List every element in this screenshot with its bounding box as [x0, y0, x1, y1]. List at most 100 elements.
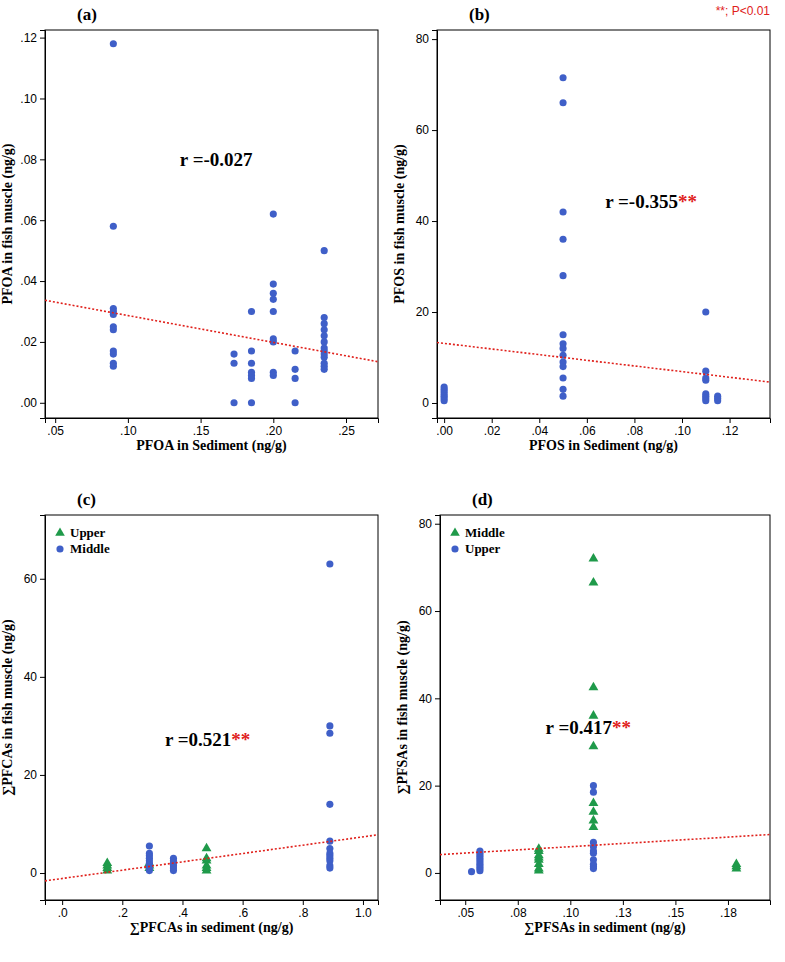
point	[102, 858, 112, 867]
y-axis-title: ∑PFCAs in fish muscle (ng/g)	[0, 619, 16, 796]
tick: .12	[722, 418, 739, 438]
significance-mark: **	[612, 717, 631, 738]
x-axis-title: PFOA in Sediment (ng/g)	[136, 438, 287, 454]
tick-label: 0	[30, 866, 37, 880]
point	[321, 354, 328, 361]
tick-label: .10	[120, 424, 137, 438]
panel-title: (b)	[469, 5, 490, 24]
tick-mark	[243, 900, 244, 905]
point	[589, 806, 599, 815]
point	[146, 850, 153, 857]
point	[589, 553, 599, 562]
tick: .02	[20, 335, 45, 349]
tick-label: 40	[416, 214, 430, 228]
tick-label: .00	[436, 424, 453, 438]
tick-label: 60	[24, 572, 38, 586]
tick-label: 80	[419, 517, 433, 531]
tick: 40	[24, 670, 45, 684]
point	[326, 730, 333, 737]
significance-mark: **	[678, 191, 697, 212]
y-axis-title: ∑PFSAs in fish muscle (ng/g)	[395, 620, 411, 794]
tick-mark	[682, 418, 683, 423]
tick-mark	[182, 900, 183, 905]
tick-mark	[634, 418, 635, 423]
x-axis: .05.10.15.20.25	[46, 418, 379, 438]
x-axis-title: ∑PFSAs in sediment (ng/g)	[524, 920, 686, 936]
panel-title: (c)	[77, 490, 96, 509]
point	[714, 397, 721, 404]
legend-symbol	[55, 527, 65, 535]
point	[559, 99, 566, 106]
legend-symbol	[451, 545, 458, 552]
tick-label: 60	[416, 123, 430, 137]
tick-mark	[432, 312, 437, 313]
tick-label: .12	[722, 424, 739, 438]
y-axis: 020406080	[419, 516, 441, 901]
tick: .06	[579, 418, 596, 438]
point	[559, 386, 566, 393]
tick-label: .4	[178, 906, 188, 920]
point	[589, 682, 599, 691]
panel: .05.08.10.13.15.18020406080(d)∑PFSAs in …	[395, 490, 771, 936]
point	[170, 855, 177, 862]
point	[559, 374, 566, 381]
tick-mark	[730, 418, 731, 423]
point	[321, 338, 328, 345]
tick-mark	[40, 403, 45, 404]
tick-label: .04	[531, 424, 548, 438]
x-axis-title: PFOS in Sediment (ng/g)	[529, 438, 678, 454]
x-axis: .00.02.04.06.08.10.12	[436, 418, 770, 438]
point	[230, 351, 237, 358]
panel: .00.02.04.06.08.10.12020406080(b)PFOS in…	[392, 4, 771, 454]
tick: .18	[720, 900, 737, 920]
tick: .05	[457, 900, 474, 920]
tick: 60	[419, 604, 440, 618]
tick: 60	[416, 123, 437, 137]
legend: MiddleUpper	[450, 525, 505, 556]
axis-line	[46, 901, 379, 906]
point	[589, 797, 599, 806]
tick-mark	[40, 98, 45, 99]
point	[590, 865, 597, 872]
tick: 60	[24, 572, 45, 586]
tick-label: .0	[58, 906, 68, 920]
tick: .8	[298, 900, 308, 920]
point	[270, 281, 277, 288]
plot-area	[45, 40, 378, 406]
point	[248, 347, 255, 354]
tick-label: 0	[422, 396, 429, 410]
tick-label: .05	[457, 906, 474, 920]
tick-mark	[444, 418, 445, 423]
tick: 20	[416, 305, 437, 319]
point	[202, 853, 212, 862]
tick: .10	[20, 92, 45, 106]
plot-frame	[45, 515, 378, 900]
tick: .02	[484, 418, 501, 438]
point	[589, 821, 599, 830]
point	[590, 850, 597, 857]
point	[559, 393, 566, 400]
point	[559, 208, 566, 215]
tick-label: .15	[193, 424, 210, 438]
point	[292, 375, 299, 382]
point	[270, 290, 277, 297]
y-axis-title: PFOA in fish muscle (ng/g)	[0, 143, 16, 304]
point	[292, 347, 299, 354]
tick-mark	[623, 900, 624, 905]
legend-label: Middle	[70, 541, 110, 556]
y-axis: .00.02.04.06.08.10.12	[20, 31, 45, 419]
tick-mark	[435, 786, 440, 787]
point	[110, 363, 117, 370]
tick: .25	[338, 418, 355, 438]
panel-title: (d)	[472, 490, 493, 509]
tick: 80	[419, 517, 440, 531]
tick-label: 20	[24, 768, 38, 782]
tick-mark	[492, 418, 493, 423]
correlation-value: r =-0.027	[180, 149, 253, 170]
tick-mark	[40, 873, 45, 874]
x-axis: .0.2.4.6.81.0	[46, 900, 379, 920]
tick-label: .13	[615, 906, 632, 920]
point	[534, 843, 544, 852]
tick: 80	[416, 32, 437, 46]
trend-line	[45, 300, 378, 361]
